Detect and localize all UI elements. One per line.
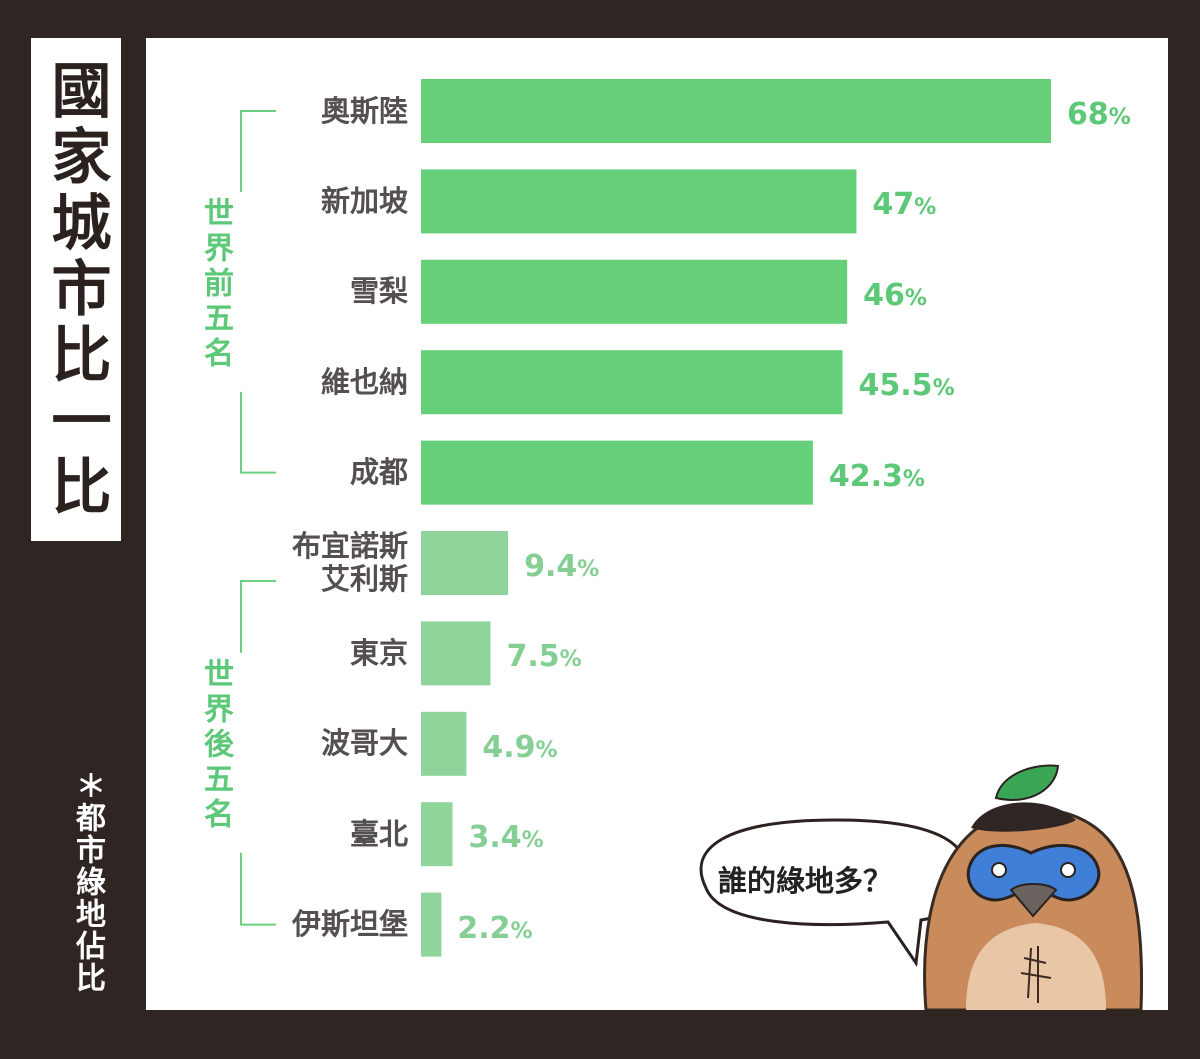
title-box: 國家城市比一比 xyxy=(31,38,121,541)
bar-6 xyxy=(421,531,509,595)
bar-10 xyxy=(421,892,442,957)
bird-icon xyxy=(923,764,1144,1010)
category-label-9: 臺北 xyxy=(349,816,408,851)
bar-5 xyxy=(421,440,813,505)
category-label-4: 維也納 xyxy=(320,364,408,399)
value-label-10: 2.2% xyxy=(457,910,533,946)
bar-8 xyxy=(421,711,467,776)
chart-panel: 奧斯陸 68% 新加坡 47% 雪梨 46% 維也納 45.5% 成都 42.3% 布宜諾斯 艾利斯 9… xyxy=(146,38,1168,1010)
group-label-gap-1 xyxy=(226,191,256,392)
bar-2 xyxy=(421,169,857,234)
bar-1 xyxy=(421,79,1051,143)
group-label-1: 世界前五名 xyxy=(198,196,233,372)
category-label-1: 奧斯陸 xyxy=(320,93,408,128)
category-label-10: 伊斯坦堡 xyxy=(291,907,408,942)
speech-bubble-text: 誰的綠地多？ xyxy=(718,864,893,898)
group-label-2: 世界後五名 xyxy=(198,657,233,833)
category-label-5: 成都 xyxy=(349,455,408,490)
bar-7 xyxy=(421,621,491,686)
value-label-5: 42.3% xyxy=(828,458,925,494)
chart-note: ＊都市綠地佔比 xyxy=(70,770,105,994)
group-label-gap-2 xyxy=(226,652,256,853)
bird-mascot-illustration xyxy=(699,764,1144,1010)
value-label-7: 7.5% xyxy=(506,639,582,675)
category-label-7: 東京 xyxy=(349,635,408,670)
category-label-3: 雪梨 xyxy=(349,274,408,309)
chart-title: 國家城市比一比 xyxy=(41,58,111,521)
bar-9 xyxy=(421,802,453,867)
bar-3 xyxy=(421,259,848,324)
value-label-3: 46% xyxy=(863,277,927,313)
value-label-6: 9.4% xyxy=(524,549,600,584)
category-label-2: 新加坡 xyxy=(320,183,408,218)
value-label-2: 47% xyxy=(872,187,937,223)
value-label-9: 3.4% xyxy=(468,820,544,856)
bar-4 xyxy=(421,350,843,415)
bar-chart xyxy=(226,79,1051,957)
value-label-8: 4.9% xyxy=(482,729,558,765)
category-label-6: 布宜諾斯 艾利斯 xyxy=(291,529,408,596)
value-label-4: 45.5% xyxy=(858,368,955,404)
category-label-8: 波哥大 xyxy=(320,726,408,761)
value-label-1: 68% xyxy=(1067,97,1131,132)
